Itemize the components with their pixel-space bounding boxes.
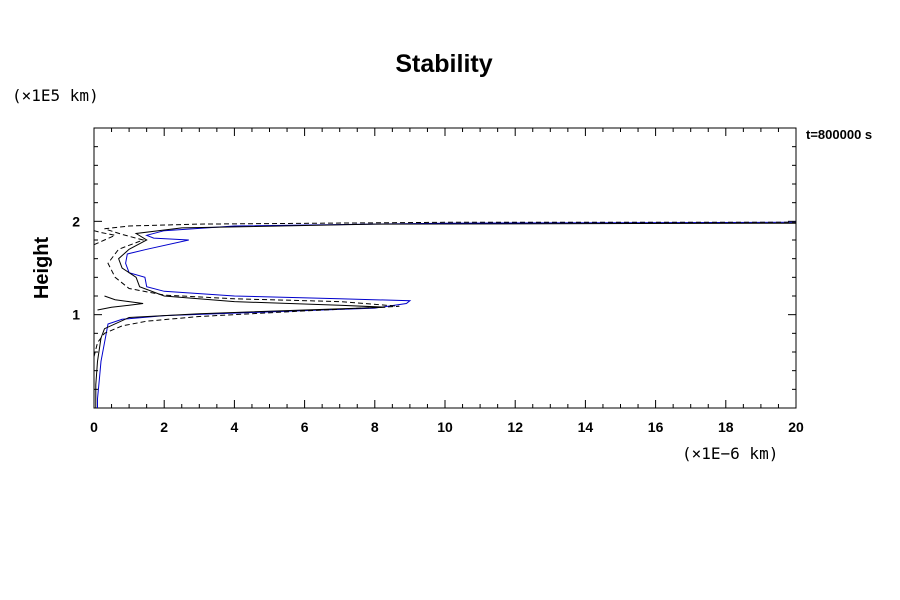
x-unit-label: (×1E−6 km) (682, 444, 778, 463)
x-tick-label: 10 (437, 419, 453, 435)
y-axis-label: Height (31, 237, 53, 300)
series-line-5 (93, 230, 117, 246)
series-line-3 (93, 221, 796, 357)
time-label: t=800000 s (806, 127, 872, 142)
series-line-4 (97, 295, 144, 311)
x-tick-label: 18 (718, 419, 734, 435)
x-tick-label: 8 (371, 419, 379, 435)
x-tick-label: 4 (231, 419, 239, 435)
data-series (93, 221, 797, 408)
chart-title: Stability (395, 50, 492, 78)
series-line-2 (95, 222, 797, 408)
y-tick-label: 2 (72, 213, 80, 229)
plot-frame (93, 127, 797, 409)
x-tick-label: 16 (648, 419, 664, 435)
x-tick-label: 2 (160, 419, 168, 435)
series-line-1 (97, 221, 797, 408)
x-tick-label: 20 (788, 419, 804, 435)
y-tick-label: 1 (72, 307, 80, 323)
x-tick-label: 0 (90, 419, 98, 435)
axis-ticks (93, 127, 797, 409)
y-unit-label: (×1E5 km) (12, 86, 99, 105)
x-tick-label: 14 (578, 419, 594, 435)
x-tick-label: 12 (507, 419, 523, 435)
x-tick-label: 6 (301, 419, 309, 435)
